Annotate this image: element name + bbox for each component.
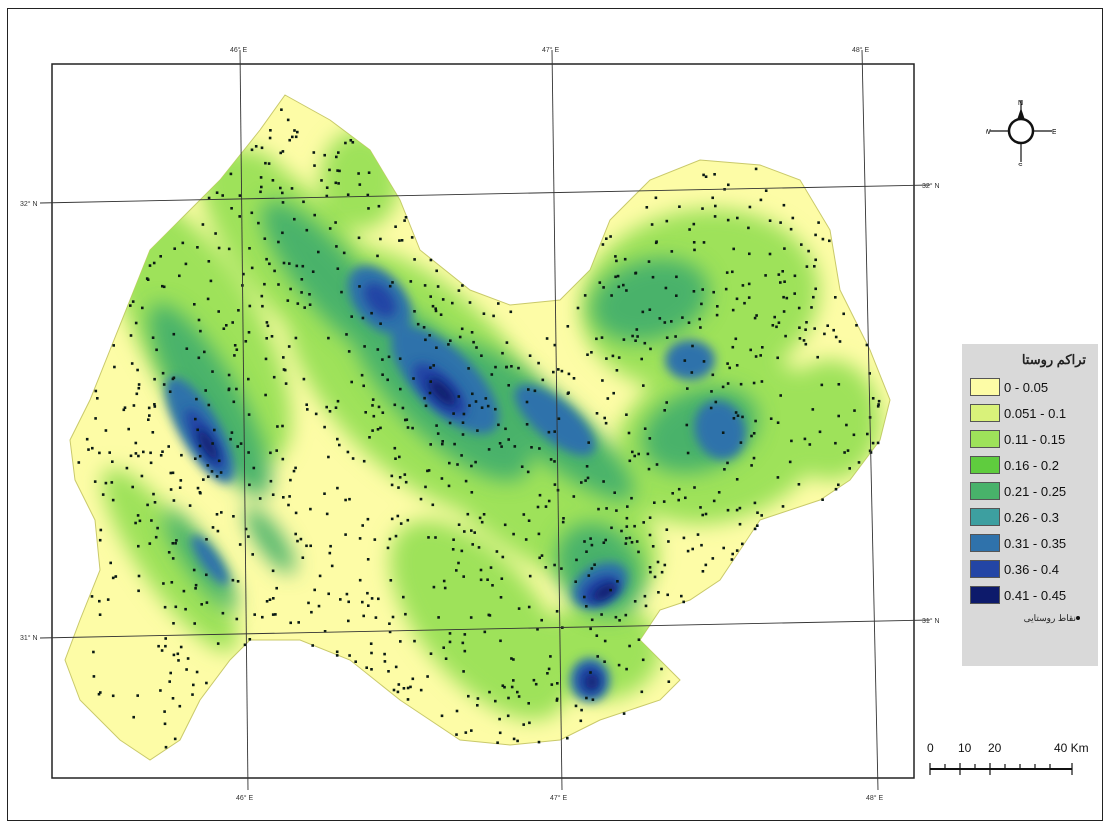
legend-class-0: 0 - 0.05 [968,374,1092,400]
graticule-label-bottom-1: 46° E [236,794,254,802]
graticule-label-bottom-2: 47° E [550,794,568,802]
legend-class-label: 0.41 - 0.45 [1004,587,1067,603]
map-frame [7,8,1103,821]
village-points [77,108,881,749]
legend-swatch [970,508,1000,526]
compass-e-label: E [1052,129,1056,136]
scale-bar: 0 10 20 40 Km [924,741,1104,781]
legend-class-label: 0 - 0.05 [1004,379,1049,395]
north-arrow-icon: N S E W [986,100,1056,166]
legend-class-8: 0.41 - 0.45 [968,582,1092,608]
legend-class-label: 0.11 - 0.15 [1004,431,1066,447]
legend-class-label: 0.051 - 0.1 [1004,405,1067,421]
legend: تراکم روستا 0 - 0.05 0.051 - 0.1 0.11 - 0.… [962,344,1098,666]
graticule-label-left-1: 32° N [20,200,38,208]
legend-swatch [970,404,1000,422]
legend-swatch [970,534,1000,552]
scale-label-40: 40 Km [1054,741,1089,755]
graticule-label-top-1: 46° E [230,46,248,54]
legend-point-symbol [1076,616,1080,620]
graticule [39,49,931,791]
legend-swatch [970,586,1000,604]
legend-class-1: 0.051 - 0.1 [968,400,1092,426]
legend-class-4: 0.21 - 0.25 [968,478,1092,504]
graticule-label-top-3: 48° E [852,46,870,54]
scale-label-10: 10 [958,741,972,755]
graticule-label-left-2: 31° N [20,634,38,642]
legend-class-3: 0.16 - 0.2 [968,452,1092,478]
graticule-label-right-2: 31° N [922,617,940,625]
legend-swatch [970,456,1000,474]
graticule-label-top-2: 47° E [542,46,560,54]
legend-class-5: 0.26 - 0.3 [968,504,1092,530]
legend-points-label: نقاط روستایی [1023,612,1076,623]
legend-class-2: 0.11 - 0.15 [968,426,1092,452]
legend-class-label: 0.21 - 0.25 [1004,483,1067,499]
legend-swatch [970,378,1000,396]
compass-n-label: N [1018,100,1023,107]
compass-w-label: W [986,129,991,136]
legend-class-7: 0.36 - 0.4 [968,556,1092,582]
scale-bar-graphic [929,763,1073,775]
legend-swatch [970,482,1000,500]
graticule-label-bottom-3: 48° E [866,794,884,802]
legend-class-label: 0.31 - 0.35 [1004,535,1067,551]
scale-label-20: 20 [988,741,1002,755]
legend-class-label: 0.26 - 0.3 [1004,509,1059,525]
legend-swatch [970,430,1000,448]
map-neatline [51,63,915,779]
graticule-label-right-1: 32° N [922,182,940,190]
legend-class-6: 0.31 - 0.35 [968,530,1092,556]
legend-title: تراکم روستا [1021,352,1086,367]
legend-points-entry: نقاط روستایی [968,608,1092,628]
legend-class-label: 0.36 - 0.4 [1004,561,1059,577]
scale-label-0: 0 [927,741,934,755]
legend-swatch [970,560,1000,578]
legend-class-label: 0.16 - 0.2 [1004,457,1059,473]
compass-s-label: S [1018,163,1023,166]
